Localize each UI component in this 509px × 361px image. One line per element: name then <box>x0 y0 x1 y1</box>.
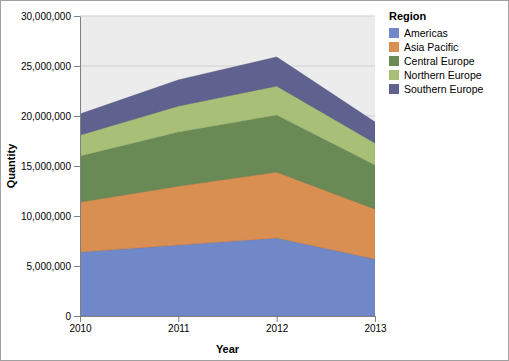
legend: Region Americas Asia Pacific Central Europe… <box>389 10 484 95</box>
x-tick-mark <box>375 316 376 322</box>
y-tick-mark <box>74 166 80 167</box>
y-axis-title: Quantity <box>5 143 17 188</box>
y-tick-label: 15,000,000 <box>21 161 71 172</box>
y-tick-label: 25,000,000 <box>21 61 71 72</box>
y-tick: 30,000,000 <box>21 11 80 22</box>
grid-line <box>80 66 375 67</box>
chart-frame <box>1 1 509 361</box>
grid <box>80 16 375 316</box>
legend-item: Northern Europe <box>389 69 482 81</box>
y-tick-mark <box>74 66 80 67</box>
x-tick-label: 2010 <box>69 323 92 334</box>
legend-item: Central Europe <box>389 55 475 67</box>
legend-swatch <box>389 56 399 66</box>
legend-label: Central Europe <box>404 55 475 67</box>
plot-background <box>80 16 375 316</box>
legend-label: Northern Europe <box>404 69 482 81</box>
y-tick-mark <box>74 266 80 267</box>
legend-item: Southern Europe <box>389 83 484 95</box>
y-tick-label: 10,000,000 <box>21 211 71 222</box>
x-tick-label: 2012 <box>266 323 289 334</box>
legend-swatch <box>389 42 399 52</box>
x-tick: 2012 <box>266 316 289 334</box>
legend-item: Asia Pacific <box>389 41 458 53</box>
y-tick: 0 <box>65 311 80 322</box>
legend-item: Americas <box>389 27 448 39</box>
areas <box>80 57 375 316</box>
chart: 0 5,000,000 10,000,000 15,000,000 20,000,000… <box>0 0 509 361</box>
x-axis-title: Year <box>216 343 240 355</box>
x-axis: 2010 2011 2012 2013 <box>69 316 387 334</box>
y-tick-mark <box>74 116 80 117</box>
x-tick-label: 2013 <box>364 323 387 334</box>
y-tick: 20,000,000 <box>21 111 80 122</box>
plot: 0 5,000,000 10,000,000 15,000,000 20,000,000… <box>21 11 387 334</box>
x-axis-line <box>81 316 376 317</box>
x-tick-label: 2011 <box>168 323 190 334</box>
y-tick-mark <box>74 316 80 317</box>
y-tick-label: 20,000,000 <box>21 111 71 122</box>
area <box>80 57 375 143</box>
y-tick: 10,000,000 <box>21 211 80 222</box>
legend-swatch <box>389 84 399 94</box>
x-tick-mark <box>178 316 179 322</box>
y-tick: 25,000,000 <box>21 61 80 72</box>
legend-label: Asia Pacific <box>404 41 458 53</box>
x-tick: 2011 <box>168 316 190 334</box>
x-tick: 2013 <box>364 316 387 334</box>
y-axis: 0 5,000,000 10,000,000 15,000,000 20,000,000… <box>21 11 81 322</box>
legend-label: Southern Europe <box>404 83 484 95</box>
y-tick-label: 0 <box>65 311 71 322</box>
x-tick-mark <box>277 316 278 322</box>
legend-label: Americas <box>404 27 448 39</box>
legend-swatch <box>389 28 399 38</box>
y-tick-mark <box>74 216 80 217</box>
y-tick: 5,000,000 <box>27 261 81 272</box>
y-tick-label: 5,000,000 <box>27 261 72 272</box>
y-tick: 15,000,000 <box>21 161 80 172</box>
x-tick-mark <box>80 316 81 322</box>
y-tick-mark <box>74 16 80 17</box>
legend-title: Region <box>389 10 427 22</box>
x-tick: 2010 <box>69 316 92 334</box>
y-tick-label: 30,000,000 <box>21 11 71 22</box>
legend-swatch <box>389 70 399 80</box>
y-axis-line <box>80 17 81 317</box>
grid-line <box>80 16 375 17</box>
